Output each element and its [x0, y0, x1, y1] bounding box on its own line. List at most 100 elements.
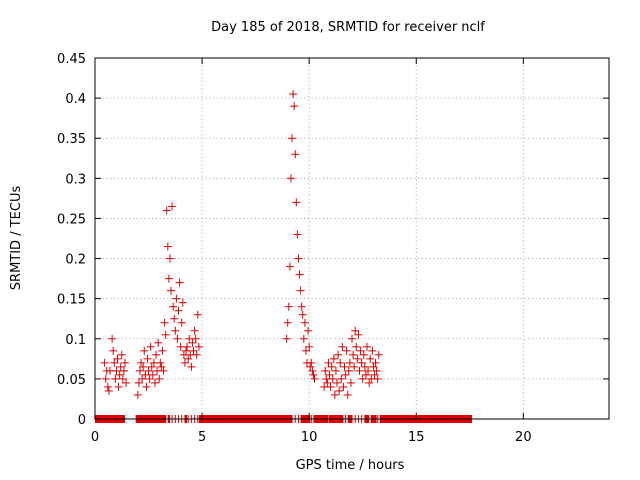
data-point	[310, 374, 319, 383]
data-point	[282, 334, 291, 343]
data-point	[108, 334, 117, 343]
data-point	[157, 362, 166, 371]
data-point	[335, 386, 344, 395]
data-point	[155, 374, 164, 383]
y-tick-label: 0.25	[57, 212, 86, 227]
data-point	[161, 330, 170, 339]
x-tick-labels: 0 5 10 15 20	[91, 430, 532, 445]
data-point	[183, 342, 192, 351]
data-point	[113, 354, 122, 363]
data-point	[361, 370, 370, 379]
data-point	[290, 102, 299, 111]
data-point	[307, 358, 316, 367]
data-point	[143, 354, 152, 363]
data-point	[338, 342, 347, 351]
data-point	[364, 366, 373, 375]
data-point	[291, 150, 300, 159]
axis-ticks	[94, 57, 609, 420]
data-points	[95, 90, 472, 423]
data-point	[182, 346, 191, 355]
data-point	[180, 358, 189, 367]
data-point	[300, 318, 309, 327]
data-point	[152, 350, 161, 359]
data-point	[341, 370, 350, 379]
data-point	[173, 334, 182, 343]
data-point	[340, 362, 349, 371]
data-point	[109, 346, 118, 355]
data-point	[188, 338, 197, 347]
data-point	[137, 358, 146, 367]
data-point	[112, 366, 121, 375]
data-point	[323, 378, 332, 387]
data-point	[118, 374, 127, 383]
data-point	[343, 390, 352, 399]
data-point	[191, 334, 200, 343]
data-point	[175, 278, 184, 287]
y-tick-label: 0.05	[57, 373, 86, 388]
data-point	[146, 342, 155, 351]
data-point	[119, 366, 128, 375]
data-point	[285, 262, 294, 271]
y-tick-label: 0.1	[65, 333, 86, 348]
data-point	[164, 274, 173, 283]
data-point	[330, 390, 339, 399]
data-point	[133, 390, 142, 399]
data-point	[147, 362, 156, 371]
x-tick-label: 20	[515, 430, 532, 445]
data-point	[193, 310, 202, 319]
data-point	[150, 378, 159, 387]
data-point	[289, 90, 298, 99]
data-point	[104, 386, 113, 395]
data-point	[187, 362, 196, 371]
plot-frame	[94, 57, 610, 420]
data-point	[297, 302, 306, 311]
data-point	[145, 374, 154, 383]
data-point	[141, 370, 150, 379]
data-point	[140, 346, 149, 355]
y-axis-label: SRMTID / TECUs	[9, 186, 24, 291]
y-tick-label: 0.2	[65, 253, 86, 268]
data-point	[110, 358, 119, 367]
data-point	[189, 346, 198, 355]
data-point	[329, 354, 338, 363]
data-point	[122, 378, 131, 387]
data-point	[292, 198, 301, 207]
data-point	[103, 382, 112, 391]
data-point	[359, 350, 368, 359]
y-tick-label: 0.3	[65, 172, 86, 187]
data-point	[339, 382, 348, 391]
data-point	[298, 310, 307, 319]
data-point	[284, 302, 293, 311]
data-point	[346, 378, 355, 387]
data-point	[321, 366, 330, 375]
data-point	[358, 374, 367, 383]
data-point	[294, 254, 303, 263]
y-tick-label: 0.15	[57, 293, 86, 308]
data-point	[158, 346, 167, 355]
data-point	[295, 270, 304, 279]
y-tick-label: 0.4	[65, 92, 86, 107]
data-point	[148, 370, 157, 379]
data-point	[165, 254, 174, 263]
y-tick-labels: 0 0.05 0.1 0.15 0.2 0.25 0.3 0.35 0.4 0.45	[57, 52, 86, 428]
data-point	[328, 374, 337, 383]
data-point	[163, 242, 172, 251]
data-point	[120, 358, 129, 367]
x-tick-label: 10	[301, 430, 318, 445]
data-point	[167, 286, 176, 295]
y-tick-label: 0.35	[57, 132, 86, 147]
data-point	[286, 174, 295, 183]
data-point	[324, 358, 333, 367]
data-point	[326, 382, 335, 391]
data-point	[368, 346, 377, 355]
data-point	[192, 350, 201, 359]
data-point	[369, 362, 378, 371]
data-point	[374, 350, 383, 359]
data-point	[162, 206, 171, 215]
data-point	[331, 366, 340, 375]
data-point	[372, 366, 381, 375]
data-point	[135, 366, 144, 375]
gridlines	[95, 58, 609, 419]
data-point	[169, 302, 178, 311]
